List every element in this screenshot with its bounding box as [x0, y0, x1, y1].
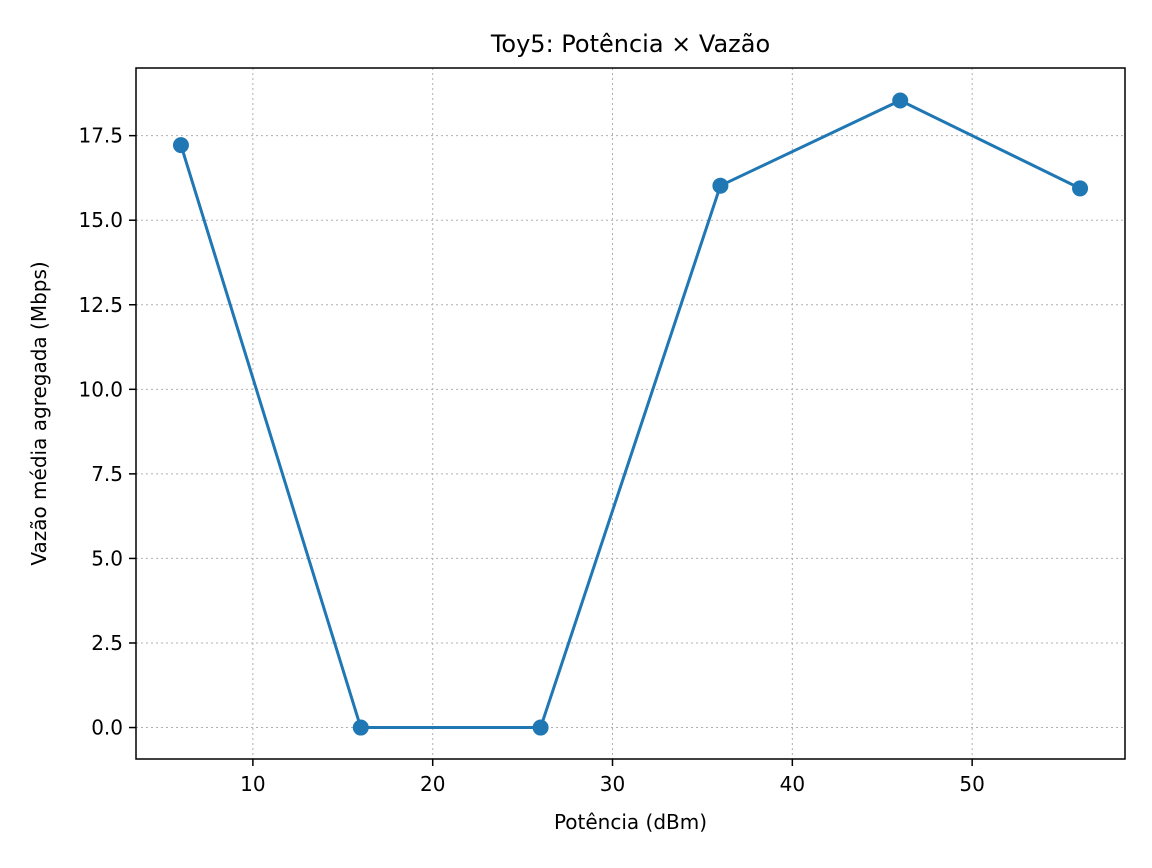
y-tick-label: 5.0 [91, 546, 123, 570]
x-axis: 10 20 30 40 50 [240, 759, 985, 796]
axes-frame [135, 67, 1126, 760]
y-axis-label: Vazão média agregada (Mbps) [27, 261, 51, 565]
y-tick-label: 15.0 [78, 208, 123, 232]
data-point [1072, 180, 1089, 197]
plot-area [172, 92, 1089, 736]
data-point [352, 719, 369, 736]
x-tick-label: 30 [600, 772, 625, 796]
y-tick-label: 10.0 [78, 377, 123, 401]
data-point [712, 177, 729, 194]
x-tick-label: 40 [780, 772, 805, 796]
y-tick-label: 7.5 [91, 462, 123, 486]
y-tick-label: 17.5 [78, 124, 123, 148]
grid-lines [136, 68, 1125, 759]
y-tick-label: 2.5 [91, 631, 123, 655]
series-line [179, 98, 1082, 730]
data-point [532, 719, 549, 736]
chart-title: Toy5: Potência × Vazão [490, 30, 770, 58]
y-tick-label: 12.5 [78, 293, 123, 317]
x-axis-label: Potência (dBm) [554, 810, 707, 834]
y-tick-label: 0.0 [91, 716, 123, 740]
x-tick-label: 10 [240, 772, 265, 796]
y-axis: 0.0 2.5 5.0 7.5 10.0 12.5 15.0 17.5 [78, 124, 136, 740]
x-tick-label: 50 [959, 772, 984, 796]
data-point [172, 137, 189, 154]
x-tick-label: 20 [420, 772, 445, 796]
data-point [892, 92, 909, 109]
